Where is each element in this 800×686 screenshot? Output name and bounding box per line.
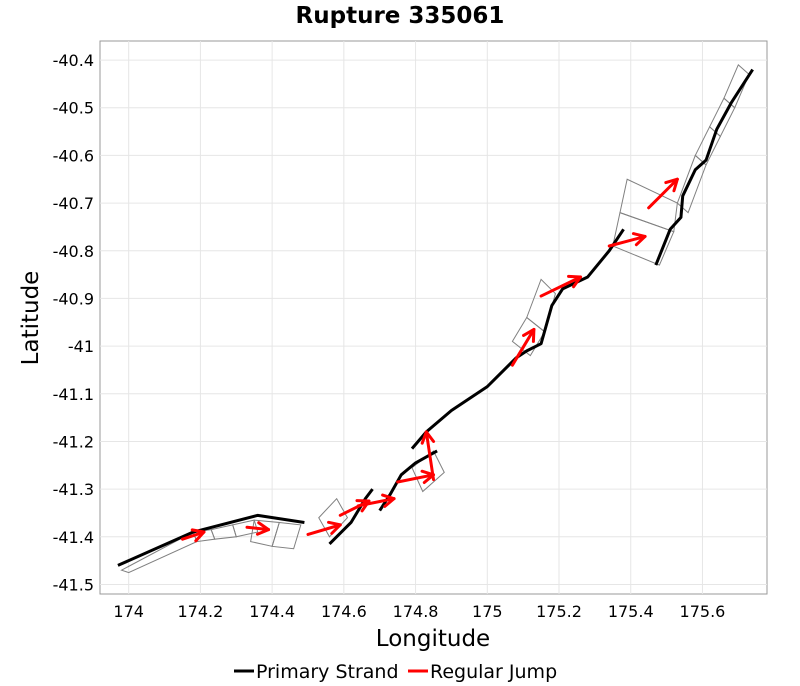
y-tick-label: -41.4 <box>53 528 94 547</box>
x-tick-label: 174.4 <box>249 602 295 621</box>
regular-jump-arrow <box>420 430 436 482</box>
chart-title: Rupture 335061 <box>296 3 505 29</box>
y-tick-label: -41.5 <box>53 575 94 594</box>
regular-jump-arrow <box>306 520 342 536</box>
y-tick-label: -40.9 <box>53 289 94 308</box>
legend-label-regular-jump: Regular Jump <box>430 661 557 683</box>
regular-jump-arrow <box>245 521 271 536</box>
regular-jump-series <box>180 177 679 543</box>
x-tick-labels: 174 174.2 174.4 174.6 174.8 175 175.2 175.4 175.… <box>113 602 725 621</box>
regular-jump-arrow <box>180 528 206 543</box>
plot-area <box>99 40 768 595</box>
regular-jump-arrow <box>510 327 536 367</box>
primary-strand-segment <box>328 488 374 546</box>
y-tick-label: -40.4 <box>53 51 94 70</box>
regular-jump-arrow <box>647 177 679 210</box>
x-tick-label: 174.6 <box>321 602 367 621</box>
primary-strand-segment <box>654 68 754 266</box>
regular-jump-arrow <box>607 232 647 248</box>
x-tick-label: 174 <box>113 602 144 621</box>
legend: Primary Strand Regular Jump <box>234 661 557 683</box>
legend-label-primary-strand: Primary Strand <box>256 661 399 683</box>
fault-section-outline <box>526 278 556 333</box>
regular-jump-arrow <box>539 274 583 298</box>
y-tick-labels: -40.4 -40.5 -40.6 -40.7 -40.8 -40.9 -41 -41.1 -4… <box>53 51 94 594</box>
primary-strand-segment <box>410 228 625 450</box>
y-axis-label: Latitude <box>18 271 44 366</box>
y-tick-label: -40.5 <box>53 99 94 118</box>
x-tick-label: 175.4 <box>608 602 654 621</box>
primary-strand-segment <box>117 513 305 567</box>
x-tick-label: 174.2 <box>178 602 224 621</box>
y-tick-label: -41.3 <box>53 480 94 499</box>
y-tick-label: -41.2 <box>53 432 94 451</box>
fault-section-outline <box>271 521 302 550</box>
y-tick-label: -41.1 <box>53 385 94 404</box>
x-tick-label: 175 <box>472 602 503 621</box>
fault-section-outline <box>232 519 259 538</box>
regular-jump-arrow <box>356 493 396 508</box>
x-tick-label: 174.8 <box>393 602 439 621</box>
x-tick-label: 175.2 <box>536 602 582 621</box>
y-tick-label: -40.8 <box>53 242 94 261</box>
y-tick-label: -40.7 <box>53 194 94 213</box>
y-tick-label: -40.6 <box>53 146 94 165</box>
x-tick-label: 175.6 <box>680 602 726 621</box>
y-tick-label: -41 <box>68 337 94 356</box>
x-axis-label: Longitude <box>376 626 490 652</box>
